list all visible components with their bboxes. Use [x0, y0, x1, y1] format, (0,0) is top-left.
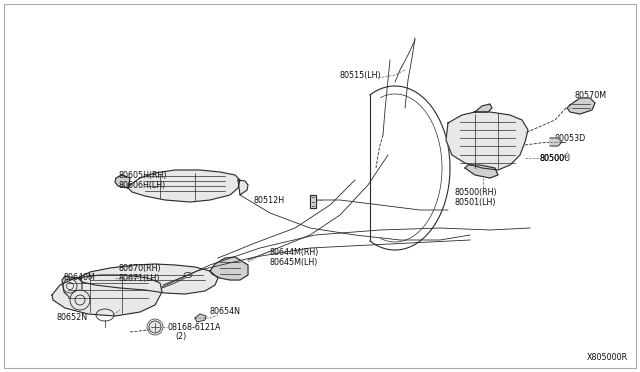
- Text: 80053D: 80053D: [555, 134, 586, 142]
- Text: 08168-6121A: 08168-6121A: [168, 323, 221, 331]
- Polygon shape: [115, 175, 130, 188]
- Text: 80644M(RH): 80644M(RH): [270, 247, 319, 257]
- Text: 80671(LH): 80671(LH): [118, 273, 159, 282]
- Polygon shape: [238, 180, 248, 195]
- Text: 80670(RH): 80670(RH): [118, 263, 161, 273]
- Text: 80654N: 80654N: [210, 308, 241, 317]
- Polygon shape: [195, 314, 206, 322]
- Polygon shape: [52, 275, 162, 316]
- Text: 80501(LH): 80501(LH): [455, 198, 497, 206]
- Polygon shape: [62, 276, 82, 298]
- Text: 80640M: 80640M: [63, 273, 95, 282]
- Polygon shape: [465, 165, 498, 178]
- Polygon shape: [550, 138, 562, 146]
- Text: 80500Ǘ: 80500Ǘ: [540, 153, 571, 163]
- Text: 80652N: 80652N: [57, 314, 88, 323]
- Polygon shape: [567, 98, 595, 114]
- Polygon shape: [78, 264, 218, 294]
- Text: X805000R: X805000R: [587, 353, 628, 362]
- Text: (2): (2): [175, 333, 186, 341]
- Text: 80645M(LH): 80645M(LH): [270, 257, 318, 266]
- Text: 80606H(LH): 80606H(LH): [118, 180, 165, 189]
- Circle shape: [149, 321, 161, 333]
- Circle shape: [70, 290, 90, 310]
- Text: 80500ᴰ: 80500ᴰ: [540, 154, 569, 163]
- Text: 80605H(RH): 80605H(RH): [118, 170, 166, 180]
- Polygon shape: [446, 112, 528, 170]
- Text: 80512H: 80512H: [254, 196, 285, 205]
- Text: 80570M: 80570M: [575, 90, 607, 99]
- Polygon shape: [310, 195, 316, 208]
- Text: 80500(RH): 80500(RH): [455, 187, 498, 196]
- Text: 80515(LH): 80515(LH): [340, 71, 381, 80]
- Polygon shape: [210, 257, 248, 280]
- Polygon shape: [128, 170, 240, 202]
- Polygon shape: [474, 104, 492, 112]
